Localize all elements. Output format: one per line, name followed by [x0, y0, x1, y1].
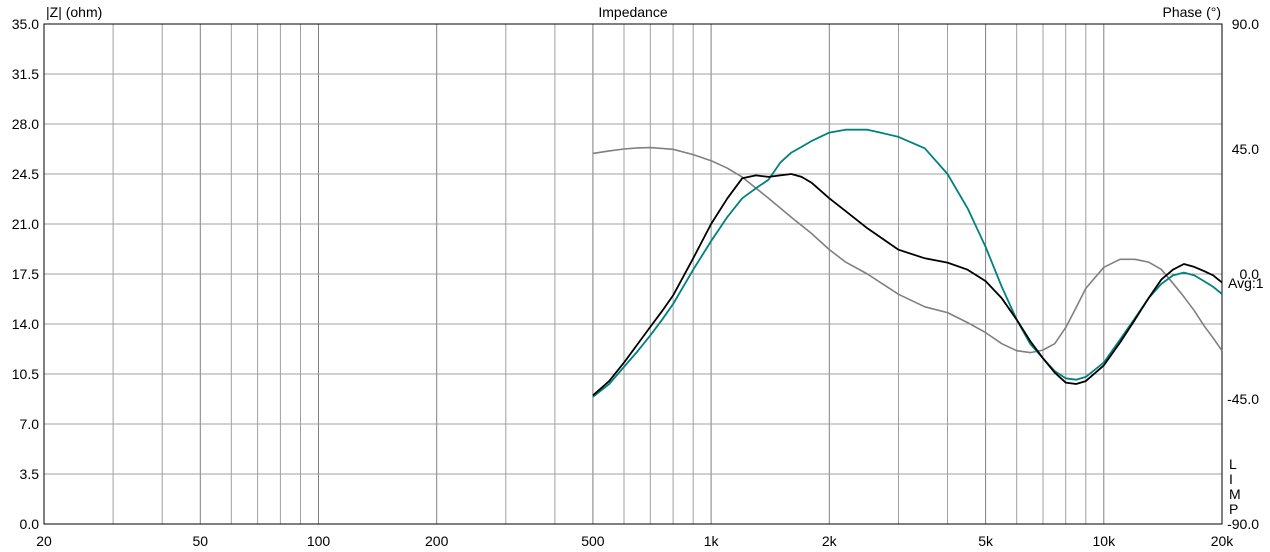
y-left-tick-label: 10.5 — [12, 366, 39, 382]
y-left-tick-label: 14.0 — [12, 316, 39, 332]
y-left-axis-title: |Z| (ohm) — [46, 4, 102, 20]
lmp-letter: P — [1229, 501, 1238, 517]
x-tick-label: 20 — [36, 533, 52, 549]
y-left-tick-label: 0.0 — [20, 516, 40, 532]
plot-frame — [43, 23, 1223, 525]
y-left-tick-labels: 0.0 3.5 7.0 10.5 14.0 17.5 21.0 24.5 28.0 31.5 35.… — [12, 16, 39, 532]
y-left-tick-label: 3.5 — [20, 466, 40, 482]
series-layer — [592, 128, 1223, 398]
y-right-tick-labels: 90.0 45.0 0.0 -45.0 -90.0 — [1227, 16, 1259, 532]
avg-annotation: Avg:1 — [1228, 275, 1264, 291]
y-left-tick-label: 21.0 — [12, 216, 39, 232]
y-left-tick-label: 17.5 — [12, 266, 39, 282]
y-left-tick-label: 24.5 — [12, 166, 39, 182]
y-left-tick-label: 31.5 — [12, 66, 39, 82]
lmp-letter: I — [1229, 471, 1233, 487]
x-tick-label: 50 — [193, 533, 209, 549]
y-right-tick-label: 90.0 — [1232, 16, 1259, 32]
y-right-tick-label: 45.0 — [1232, 141, 1259, 157]
x-tick-label: 20k — [1211, 533, 1235, 549]
x-tick-label: 2k — [822, 533, 838, 549]
x-tick-label: 500 — [581, 533, 605, 549]
y-right-tick-label: -90.0 — [1227, 516, 1259, 532]
x-tick-label: 100 — [307, 533, 331, 549]
y-right-tick-label: -45.0 — [1227, 391, 1259, 407]
phase-series-line — [592, 146, 1223, 354]
y-left-tick-label: 28.0 — [12, 116, 39, 132]
y-left-tick-label: 35.0 — [12, 16, 39, 32]
x-tick-label: 1k — [704, 533, 720, 549]
chart-title: Impedance — [598, 4, 667, 20]
x-tick-label: 10k — [1093, 533, 1117, 549]
y-right-axis-title: Phase (°) — [1162, 4, 1221, 20]
x-tick-labels: 20 50 100 200 500 1k 2k 5k 10k 20k — [36, 533, 1234, 549]
impedance-series-line — [592, 173, 1223, 397]
x-tick-label: 5k — [978, 533, 994, 549]
lmp-letter: L — [1229, 456, 1237, 472]
x-tick-label: 200 — [425, 533, 449, 549]
y-left-tick-label: 7.0 — [20, 416, 40, 432]
y-right-tick-label: 0.0 — [1240, 266, 1260, 282]
lmp-letter: M — [1229, 486, 1241, 502]
